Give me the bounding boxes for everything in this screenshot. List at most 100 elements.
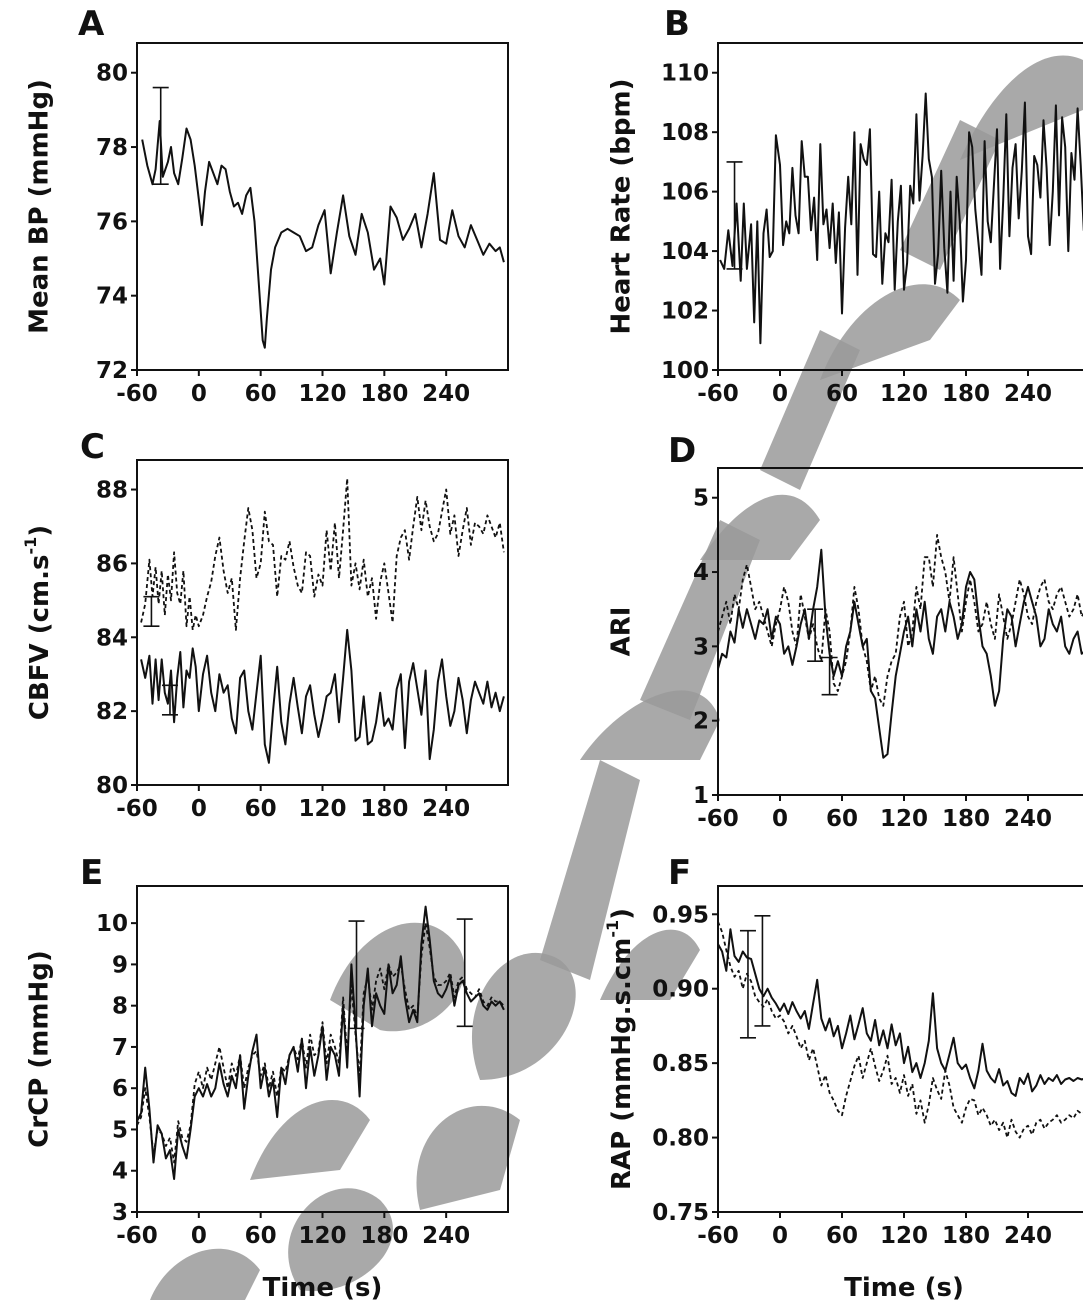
y-axis-label: RAP (mmHg.s.cm-1) — [603, 908, 637, 1190]
watermark-stroke — [640, 520, 760, 720]
x-tick-label: 240 — [422, 1223, 470, 1249]
y-tick-label: 86 — [96, 551, 128, 577]
error-bar — [348, 920, 365, 1030]
x-tick-label: 60 — [245, 1223, 277, 1249]
x-tick-label: 60 — [245, 796, 277, 822]
panel-label: D — [668, 431, 696, 471]
y-tick-label: 76 — [96, 209, 128, 235]
x-tick-label: 60 — [826, 381, 858, 407]
y-tick-label: 0.80 — [652, 1126, 709, 1152]
y-axis-label: Mean BP (mmHg) — [25, 79, 55, 334]
x-tick-label: 120 — [880, 381, 928, 407]
x-tick-label: 180 — [360, 796, 408, 822]
y-tick-label: 108 — [661, 120, 709, 146]
x-tick-label: 0 — [191, 1223, 207, 1249]
y-tick-label: 7 — [112, 1035, 128, 1061]
watermark — [150, 55, 1083, 1300]
y-tick-label: 8 — [112, 994, 128, 1020]
x-tick-label: -60 — [116, 796, 158, 822]
series-line-solid — [137, 905, 505, 1180]
x-tick-label: 60 — [245, 381, 277, 407]
error-bar — [821, 656, 838, 696]
y-tick-label: 106 — [661, 180, 709, 206]
x-axis-label: Time (s) — [263, 1273, 383, 1303]
y-tick-label: 82 — [96, 699, 128, 725]
x-axis-label: Time (s) — [844, 1273, 964, 1303]
error-bar — [161, 684, 178, 716]
y-axis-label: CBFV (cm.s-1) — [21, 525, 55, 720]
y-tick-label: 5 — [693, 486, 709, 512]
x-tick-label: 240 — [1004, 381, 1052, 407]
x-tick-label: 60 — [826, 1223, 858, 1249]
x-tick-label: 180 — [360, 381, 408, 407]
panel-label: B — [664, 4, 690, 44]
x-tick-label: 0 — [772, 806, 788, 832]
x-tick-label: -60 — [116, 1223, 158, 1249]
x-tick-label: 120 — [298, 381, 346, 407]
watermark-stroke — [416, 1105, 520, 1210]
x-tick-label: 240 — [1004, 1223, 1052, 1249]
error-bar — [739, 929, 756, 1039]
watermark-stroke — [700, 494, 820, 560]
y-axis-label: ARI — [607, 607, 637, 657]
y-tick-label: 3 — [693, 634, 709, 660]
x-tick-label: 60 — [826, 806, 858, 832]
series-line-dashed — [718, 534, 1083, 707]
y-tick-label: 4 — [112, 1159, 128, 1185]
y-tick-label: 4 — [693, 560, 709, 586]
x-tick-label: -60 — [697, 1223, 739, 1249]
panel-label: C — [80, 427, 105, 467]
y-tick-label: 0.85 — [652, 1051, 709, 1077]
x-tick-label: 180 — [360, 1223, 408, 1249]
y-tick-label: 3 — [112, 1200, 128, 1226]
x-tick-label: 120 — [298, 1223, 346, 1249]
series-line-dashed — [137, 922, 505, 1164]
y-tick-label: 1 — [693, 783, 709, 809]
y-axis-label: CrCP (mmHg) — [25, 950, 55, 1147]
x-tick-label: 240 — [422, 381, 470, 407]
plot-frame — [717, 885, 1083, 1213]
x-tick-label: 0 — [772, 381, 788, 407]
y-tick-label: 88 — [96, 478, 128, 504]
x-tick-label: -60 — [116, 381, 158, 407]
x-tick-label: -60 — [697, 806, 739, 832]
watermark-stroke — [540, 760, 640, 980]
y-tick-label: 9 — [112, 952, 128, 978]
x-tick-label: 120 — [298, 796, 346, 822]
watermark-stroke — [250, 1100, 370, 1180]
x-tick-label: 240 — [422, 796, 470, 822]
watermark-stroke — [960, 55, 1083, 160]
series-line-solid — [141, 120, 505, 349]
chart-panel-d: D 1 2 3 4 5 -60 0 60 120 180 240 ARI — [607, 431, 1083, 832]
series-line-dashed — [140, 477, 505, 631]
y-tick-label: 0.75 — [652, 1200, 709, 1226]
plot-frame — [136, 42, 509, 371]
y-tick-label: 110 — [661, 61, 709, 87]
panel-label: A — [78, 4, 105, 44]
y-tick-label: 78 — [96, 135, 128, 161]
x-tick-label: 0 — [191, 796, 207, 822]
y-tick-label: 2 — [693, 709, 709, 735]
error-bar — [754, 914, 771, 1027]
y-tick-label: 10 — [96, 911, 128, 937]
error-bar — [143, 595, 160, 627]
y-tick-label: 84 — [96, 625, 128, 651]
y-tick-label: 74 — [96, 284, 128, 310]
y-tick-label: 72 — [96, 358, 128, 384]
x-tick-label: 120 — [880, 806, 928, 832]
x-tick-label: 0 — [191, 381, 207, 407]
y-tick-label: 100 — [661, 358, 709, 384]
chart-panel-f: F 0.75 0.80 0.85 0.90 0.95 -60 0 60 120 180 240 RAP … — [603, 853, 1083, 1303]
y-tick-label: 80 — [96, 773, 128, 799]
y-tick-label: 6 — [112, 1076, 128, 1102]
watermark-stroke — [820, 284, 960, 380]
y-tick-label: 5 — [112, 1117, 128, 1143]
chart-panel-c: C 80 82 84 86 88 -60 0 60 120 180 240 CBFV (cm.s-1) — [21, 427, 509, 822]
series-line-solid — [140, 628, 505, 764]
error-bar — [726, 161, 743, 270]
chart-panel-a: A 72 74 76 78 80 -60 0 60 120 180 240 Mean BP (mmHg) — [25, 4, 509, 407]
x-tick-label: 180 — [942, 1223, 990, 1249]
error-bar — [807, 608, 824, 663]
